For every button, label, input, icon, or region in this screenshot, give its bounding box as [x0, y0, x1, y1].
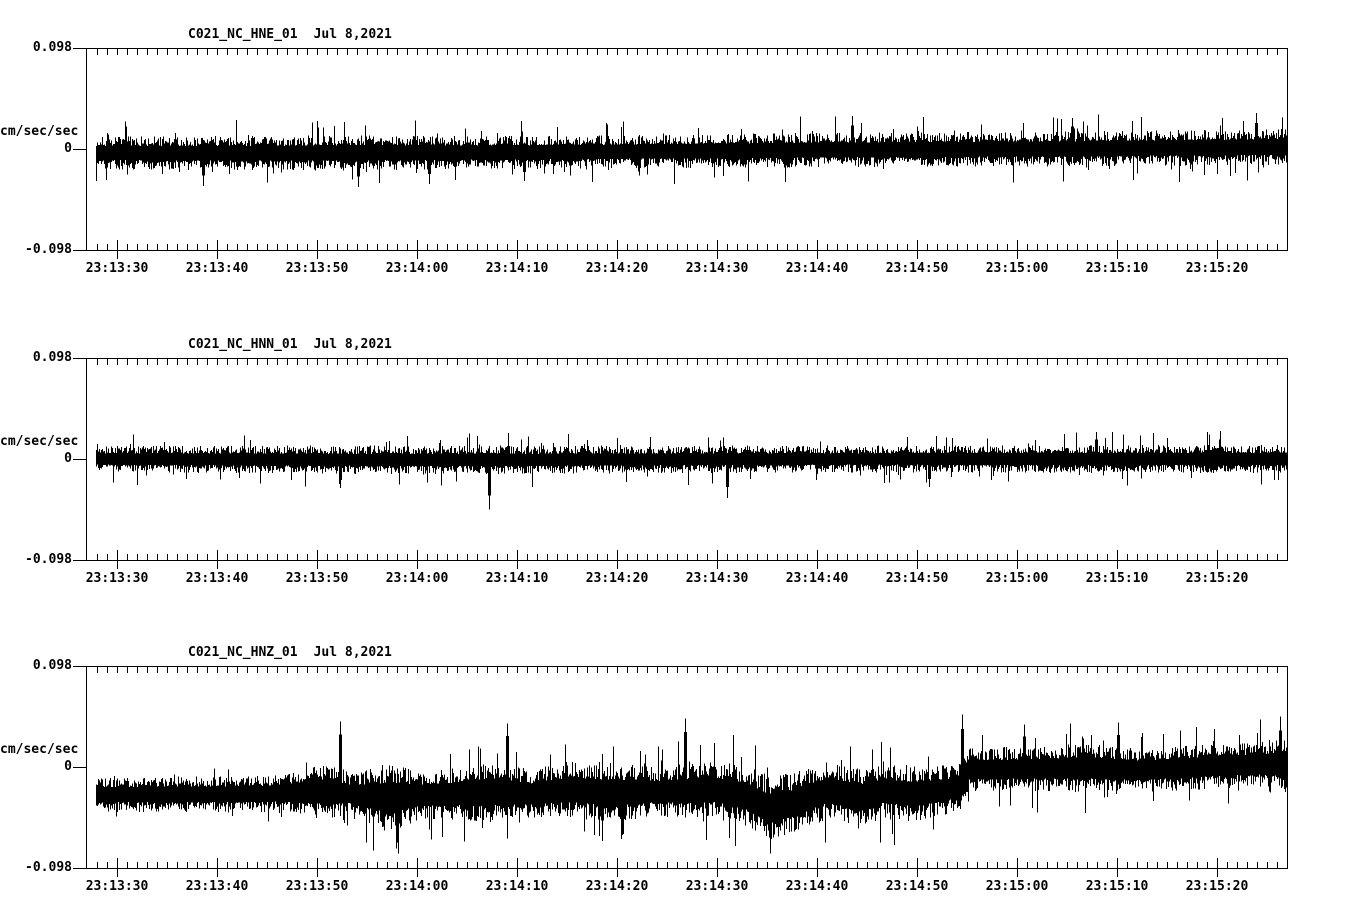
- time-tick-label: 23:15:10: [1085, 261, 1149, 276]
- time-tick-label: 23:14:10: [485, 879, 549, 894]
- time-tick-label: 23:13:30: [85, 571, 149, 586]
- time-tick-label: 23:14:30: [685, 879, 749, 894]
- time-tick-label: 23:14:40: [785, 571, 849, 586]
- time-tick-label: 23:14:30: [685, 571, 749, 586]
- time-tick-label: 23:13:40: [185, 571, 249, 586]
- time-tick-label: 23:14:00: [385, 879, 449, 894]
- station-channel-label: C021_NC_HNZ_01: [188, 645, 298, 660]
- time-tick-label: 23:14:40: [785, 261, 849, 276]
- time-tick-label: 23:15:20: [1185, 571, 1249, 586]
- time-tick-label: 23:15:10: [1085, 571, 1149, 586]
- time-tick-label: 23:13:50: [285, 571, 349, 586]
- panel-title: C021_NC_HNZ_01 Jul 8,2021: [188, 645, 392, 660]
- time-tick-label: 23:14:00: [385, 571, 449, 586]
- y-axis-unit-label: cm/sec/sec: [0, 124, 79, 139]
- time-tick-label: 23:14:00: [385, 261, 449, 276]
- time-tick-label: 23:15:20: [1185, 879, 1249, 894]
- time-tick-label: 23:13:50: [285, 261, 349, 276]
- time-tick-label: 23:14:10: [485, 261, 549, 276]
- y-axis-max-label: 0.098: [32, 350, 72, 365]
- time-tick-label: 23:15:20: [1185, 261, 1249, 276]
- time-tick-label: 23:13:40: [185, 879, 249, 894]
- station-channel-label: C021_NC_HNE_01: [188, 27, 298, 42]
- y-axis-min-label: -0.098: [25, 860, 72, 875]
- y-axis-zero-label: 0: [64, 141, 72, 156]
- time-tick-label: 23:14:50: [885, 571, 949, 586]
- panel-title: C021_NC_HNE_01 Jul 8,2021: [188, 27, 392, 42]
- time-tick-label: 23:15:10: [1085, 879, 1149, 894]
- date-label: Jul 8,2021: [313, 645, 392, 660]
- time-tick-label: 23:14:40: [785, 879, 849, 894]
- date-label: Jul 8,2021: [313, 337, 392, 352]
- y-axis-max-label: 0.098: [32, 40, 72, 55]
- time-tick-label: 23:14:20: [585, 879, 649, 894]
- time-tick-label: 23:14:50: [885, 261, 949, 276]
- y-axis-max-label: 0.098: [32, 658, 72, 673]
- time-tick-label: 23:15:00: [985, 879, 1049, 894]
- time-tick-label: 23:14:50: [885, 879, 949, 894]
- y-axis-min-label: -0.098: [25, 552, 72, 567]
- time-tick-label: 23:13:40: [185, 261, 249, 276]
- y-axis-unit-label: cm/sec/sec: [0, 742, 79, 757]
- y-axis-min-label: -0.098: [25, 242, 72, 257]
- time-tick-label: 23:13:30: [85, 261, 149, 276]
- time-tick-label: 23:13:50: [285, 879, 349, 894]
- time-tick-label: 23:15:00: [985, 571, 1049, 586]
- station-channel-label: C021_NC_HNN_01: [188, 337, 298, 352]
- panel-title: C021_NC_HNN_01 Jul 8,2021: [188, 337, 392, 352]
- time-tick-label: 23:13:30: [85, 879, 149, 894]
- y-axis-zero-label: 0: [64, 759, 72, 774]
- time-tick-label: 23:14:20: [585, 261, 649, 276]
- y-axis-zero-label: 0: [64, 451, 72, 466]
- time-tick-label: 23:14:20: [585, 571, 649, 586]
- time-tick-label: 23:14:10: [485, 571, 549, 586]
- time-tick-label: 23:14:30: [685, 261, 749, 276]
- date-label: Jul 8,2021: [313, 27, 392, 42]
- time-tick-label: 23:15:00: [985, 261, 1049, 276]
- y-axis-unit-label: cm/sec/sec: [0, 434, 79, 449]
